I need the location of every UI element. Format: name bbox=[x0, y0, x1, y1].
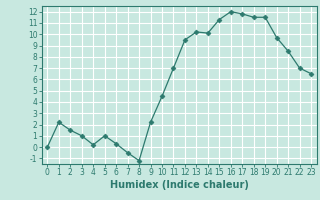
X-axis label: Humidex (Indice chaleur): Humidex (Indice chaleur) bbox=[110, 180, 249, 190]
